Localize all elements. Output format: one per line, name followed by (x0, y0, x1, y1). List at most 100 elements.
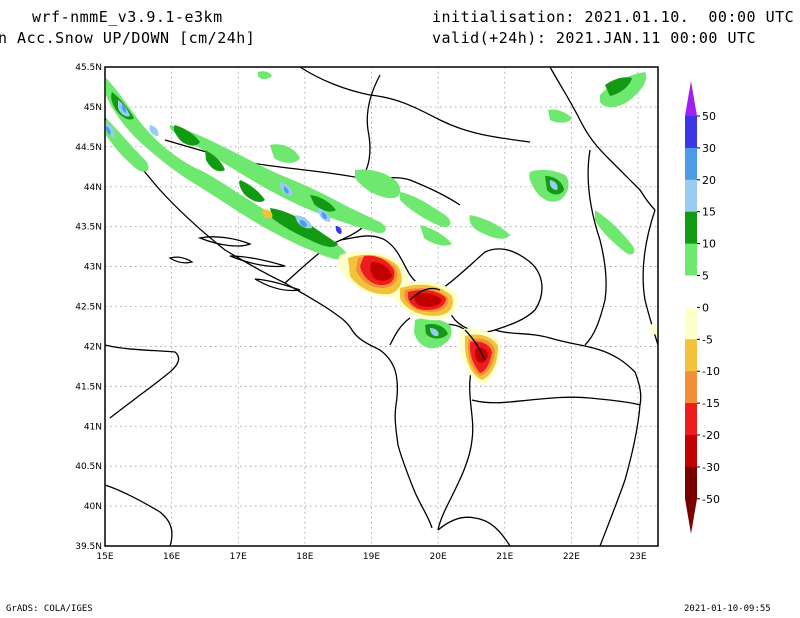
colorbar-segment (685, 403, 697, 436)
latitude-labels: 45.5N 45N 44.5N 44N 43.5N 43N 42.5N 42N 41.5N 41N… (75, 63, 102, 552)
snow-max-2 (106, 126, 111, 135)
colorbar-segment (685, 275, 697, 308)
snow-patch-ne-2 (400, 192, 451, 228)
adriatic-coastline (104, 117, 433, 529)
italy-coastline (104, 344, 180, 419)
lat-tick-label: 40N (84, 502, 102, 512)
colorbar-segment (685, 435, 697, 468)
lat-tick-label: 43.5N (75, 223, 102, 233)
snow-patch-ne-3 (469, 215, 510, 239)
colorbar-segment (685, 211, 697, 245)
colorbar-label: -50 (702, 493, 720, 506)
island-2 (229, 255, 286, 268)
colorbar-label: -20 (702, 429, 720, 442)
melt-darkred-1 (370, 262, 392, 281)
lat-tick-label: 39.5N (75, 542, 102, 552)
snow-patch-ne-8 (420, 225, 452, 246)
snow-core-5 (270, 208, 338, 247)
field-title: n Acc.Snow UP/DOWN [cm/24h] (0, 29, 256, 47)
footer-left: GrADS: COLA/IGES (6, 604, 93, 614)
border-albania-north (389, 317, 411, 346)
colorbar-label: 0 (702, 301, 709, 314)
lon-tick-label: 22E (563, 552, 580, 562)
lon-tick-label: 19E (363, 552, 380, 562)
colorbar-segment (685, 147, 697, 181)
lon-tick-label: 17E (230, 552, 247, 562)
lat-tick-label: 41N (84, 422, 102, 432)
island-4 (168, 256, 194, 264)
snow-core-7 (605, 77, 632, 96)
lat-tick-label: 44.5N (75, 143, 102, 153)
lon-tick-label: 21E (496, 552, 513, 562)
lat-tick-label: 40.5N (75, 462, 102, 472)
colorbar-label: 5 (702, 270, 709, 283)
colorbar-label: -15 (702, 397, 720, 410)
melt-cream-4 (650, 324, 658, 335)
lat-tick-label: 42.5N (75, 303, 102, 313)
border-kosovo (439, 248, 543, 333)
border-serbia-romania (549, 66, 656, 211)
snow-patch-ne-1 (355, 169, 401, 199)
colorbar-segment (685, 307, 697, 340)
lon-tick-label: 15E (96, 552, 113, 562)
init-time: initialisation: 2021.01.10. 00:00 UTC (432, 8, 795, 26)
borders-overlay (409, 287, 486, 361)
lat-tick-label: 41.5N (75, 382, 102, 392)
map-frame (104, 66, 659, 547)
snow-core-4 (239, 180, 265, 203)
colorbar-segment (685, 371, 697, 404)
colorbar-top-arrow (685, 81, 697, 116)
snow-max-6 (335, 226, 342, 234)
snow-peak-7 (549, 180, 558, 190)
colorbar-segment (685, 466, 697, 500)
snow-accumulation-down (262, 209, 658, 385)
colorbar-segment (685, 179, 697, 213)
model-title: wrf-nmmE_v3.9.1-e3km (32, 8, 223, 26)
border-bih-serbia (359, 74, 381, 179)
colorbar-label: 50 (702, 110, 716, 123)
lat-tick-label: 42N (84, 342, 102, 352)
island-1 (197, 236, 252, 247)
border-serbia-bulgaria (584, 149, 607, 346)
border-greece (471, 396, 641, 406)
lon-tick-label: 20E (430, 552, 447, 562)
snow-patch-ne-7 (548, 109, 572, 123)
footer-right: 2021-01-10-09:55 (684, 604, 771, 614)
colorbar-label: -30 (702, 461, 720, 474)
valid-time: valid(+24h): 2021.JAN.11 00:00 UTC (432, 29, 757, 47)
lat-tick-label: 43N (84, 263, 102, 273)
snow-core-9 (310, 195, 336, 212)
melt-yellow-4 (262, 209, 273, 219)
italy-heel-coastline (104, 484, 173, 547)
snow-band-coast-2 (106, 118, 149, 172)
lon-tick-label: 18E (296, 552, 313, 562)
snow-max-1 (121, 104, 127, 113)
snow-max-3 (283, 186, 289, 194)
snow-patch-center-2 (258, 71, 272, 79)
colorbar-bottom-arrow (685, 498, 697, 534)
lon-tick-label: 23E (629, 552, 646, 562)
greece-west-coast (437, 516, 511, 547)
border-macedonia (494, 329, 642, 406)
colorbar-segment (685, 339, 697, 372)
snow-core-3 (205, 150, 225, 172)
lon-tick-label: 16E (163, 552, 180, 562)
border-overlay-2 (464, 329, 486, 361)
longitude-labels: 15E 16E 17E 18E 19E 20E 21E 22E 23E (96, 552, 646, 562)
snow-peak-3 (149, 125, 159, 136)
lat-tick-label: 45N (84, 103, 102, 113)
snow-accumulation-up (106, 71, 647, 349)
colorbar-segment (685, 116, 697, 149)
snow-core-2 (173, 125, 200, 146)
snow-peak-8 (430, 328, 439, 337)
colorbar-segment (685, 243, 697, 276)
snow-patch-ne-5 (595, 210, 635, 255)
lat-tick-label: 44N (84, 183, 102, 193)
snow-patch-center-3 (270, 144, 300, 163)
colorbar-label: 10 (702, 238, 716, 251)
colorbar-label: -10 (702, 365, 720, 378)
border-hungary (299, 66, 531, 143)
melt-darkred-2 (414, 293, 442, 307)
